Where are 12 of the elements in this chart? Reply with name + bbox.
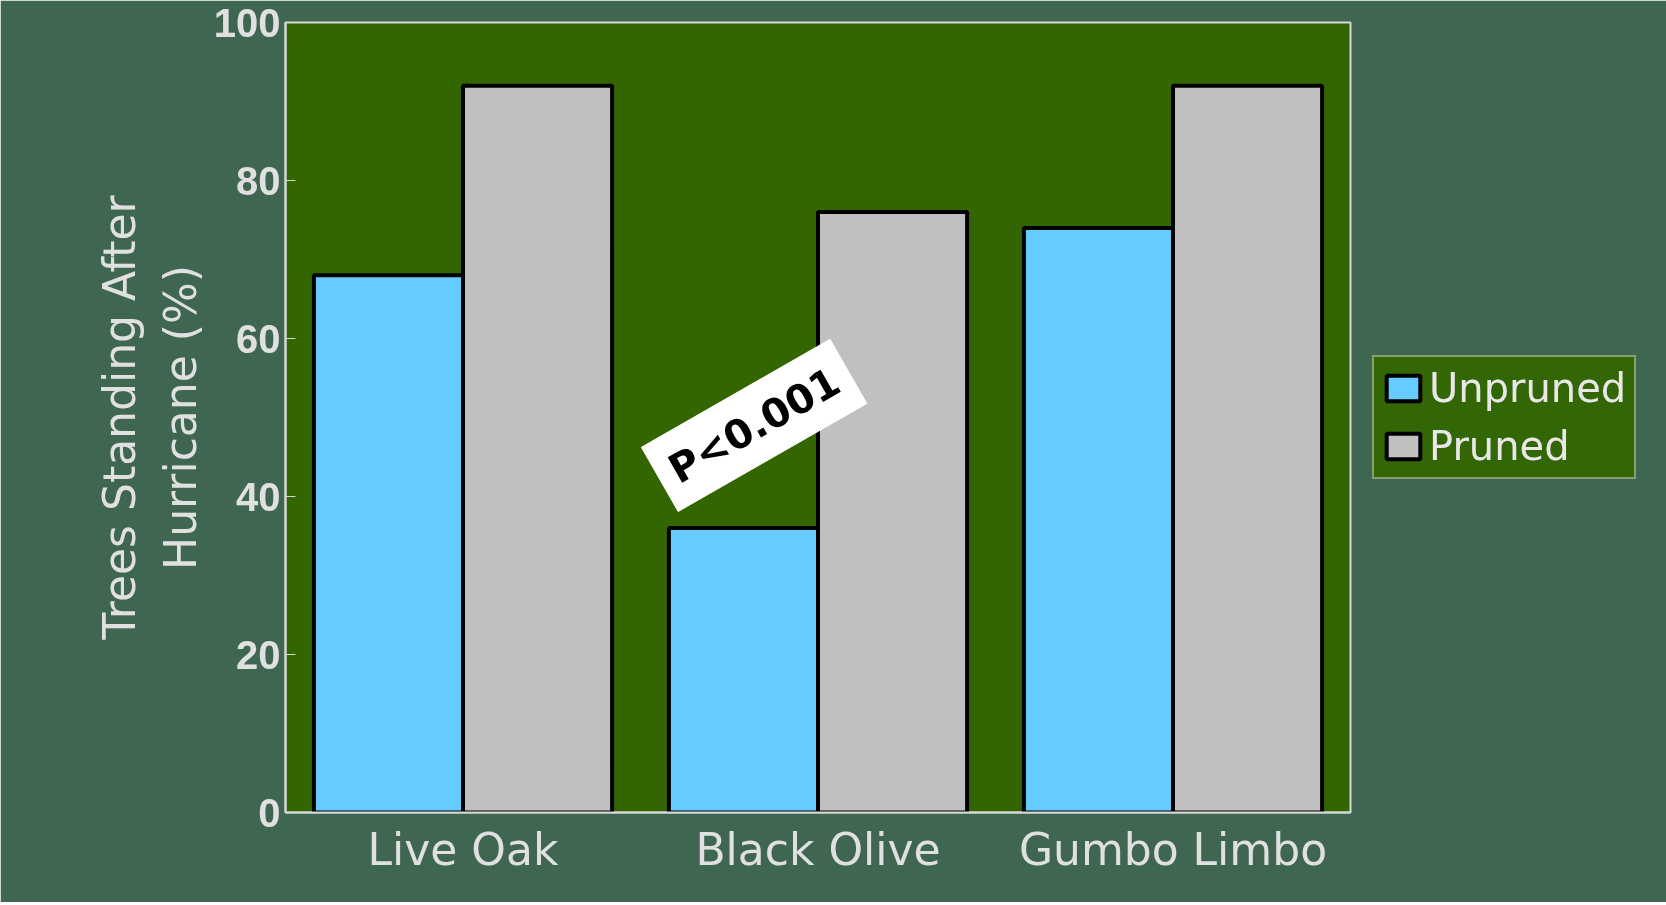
legend-label: Unpruned: [1429, 365, 1627, 411]
x-tick-label: Live Oak: [367, 823, 559, 875]
y-tick-label: 100: [213, 0, 281, 45]
y-axis-title: Trees Standing After Hurricane (%): [93, 194, 206, 641]
x-tick-label: Black Olive: [695, 823, 941, 875]
legend-label: Pruned: [1429, 423, 1570, 469]
y-tick-label: 80: [236, 158, 281, 203]
y-tick-label: 0: [258, 790, 281, 835]
y-tick-label: 40: [236, 474, 281, 519]
y-tick-label: 20: [236, 632, 281, 677]
x-tick-label: Gumbo Limbo: [1018, 823, 1328, 875]
y-tick-label: 60: [236, 316, 281, 361]
